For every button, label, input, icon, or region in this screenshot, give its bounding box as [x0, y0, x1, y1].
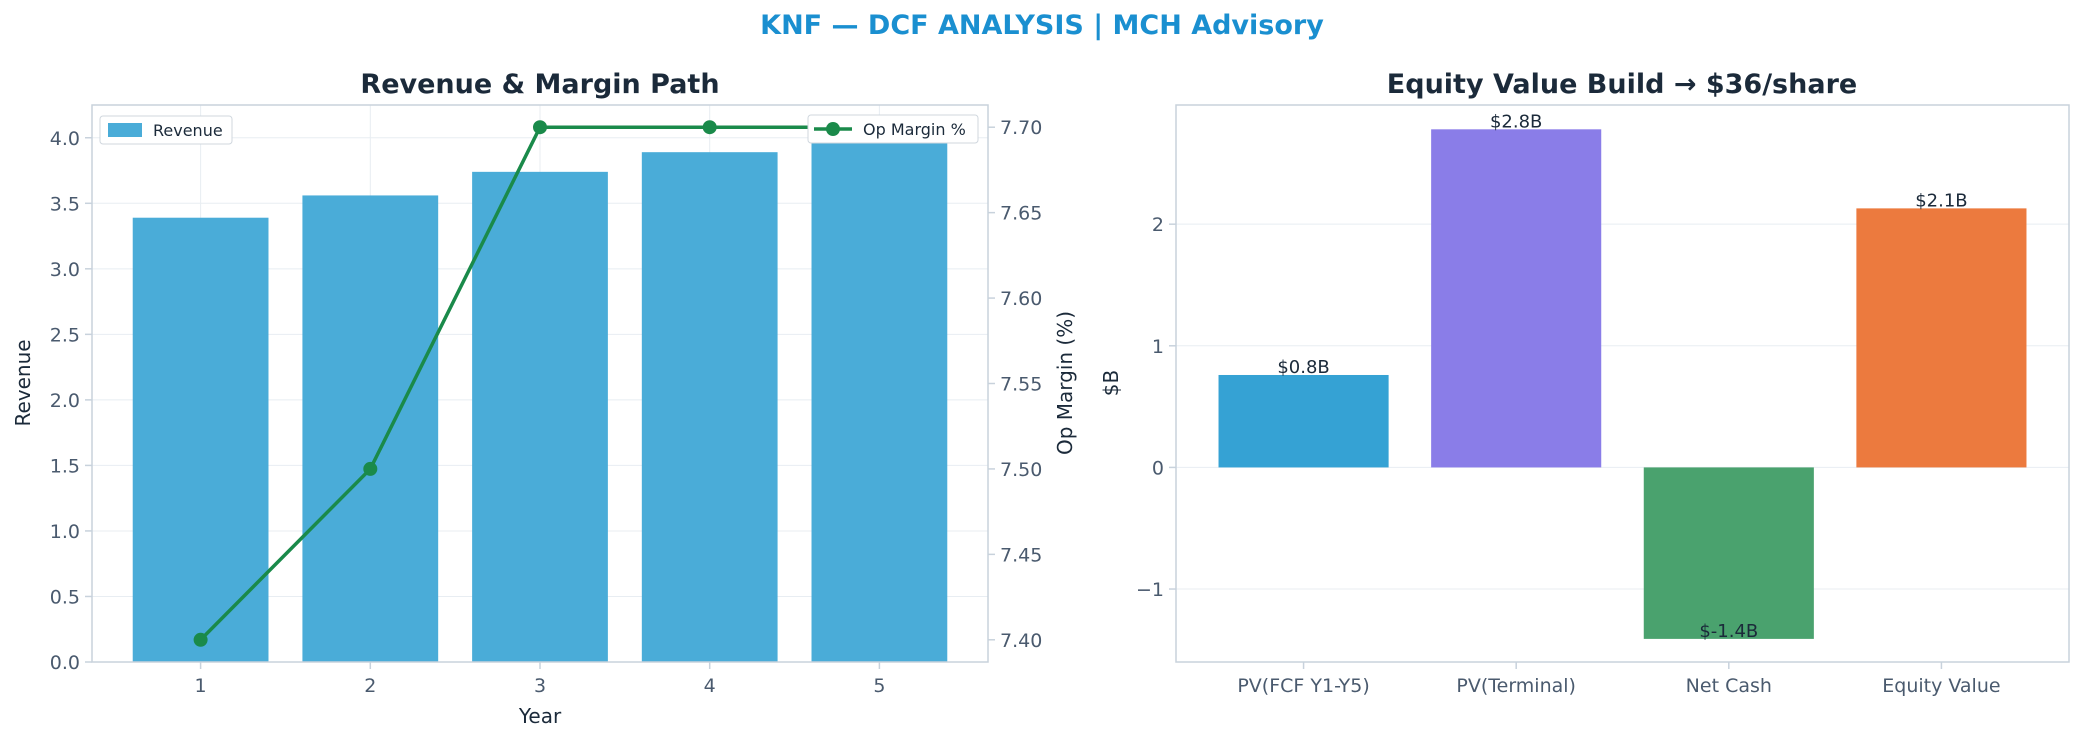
- revenue-y-tick-label: 0.0: [50, 652, 80, 674]
- revenue-y-tick-label: 0.5: [50, 586, 80, 608]
- equity-y-tick-label: −1: [1136, 579, 1164, 601]
- equity-bar-value-label: $0.8B: [1277, 357, 1329, 378]
- revenue-bar: [132, 217, 269, 663]
- margin-y-axis-label: Op Margin (%): [1053, 311, 1077, 455]
- margin-legend-marker: [826, 122, 840, 136]
- margin-legend: Op Margin %: [807, 114, 979, 144]
- revenue-y-axis-label: Revenue: [11, 339, 35, 426]
- revenue-y-tick-label: 2.0: [50, 390, 80, 412]
- revenue-y-tick-label: 2.5: [50, 324, 80, 346]
- equity-y-axis-label: $B: [1099, 370, 1123, 396]
- revenue-chart-title: Revenue & Margin Path: [360, 69, 719, 100]
- equity-x-tick-label: Equity Value: [1882, 675, 2000, 697]
- op-margin-point: [702, 120, 717, 135]
- equity-bar: [1856, 208, 2027, 468]
- equity-bar-value-label: $2.8B: [1490, 111, 1542, 132]
- revenue-y-tick-label: 3.0: [50, 259, 80, 281]
- revenue-bar: [811, 132, 948, 663]
- equity-x-tick-label: PV(FCF Y1-Y5): [1237, 675, 1369, 697]
- revenue-margin-chart: Revenue & Margin Path 0.0 0.5 1.0 1.5 2.0 2.5…: [11, 69, 1077, 728]
- margin-y-tick-label: 7.50: [1000, 459, 1042, 481]
- revenue-bar: [472, 171, 608, 662]
- equity-bar: [1431, 129, 1602, 468]
- margin-y-tick-label: 7.70: [1000, 117, 1042, 139]
- equity-plot-frame: [1175, 104, 2070, 663]
- equity-x-tick-label: PV(Terminal): [1456, 675, 1576, 697]
- equity-chart-title: Equity Value Build → $36/share: [1387, 69, 1857, 100]
- margin-y-tick-label: 7.60: [1000, 288, 1042, 310]
- margin-y-tick-label: 7.55: [1000, 374, 1042, 396]
- revenue-x-tick-label: 3: [534, 675, 546, 697]
- revenue-y-tick-label: 3.5: [50, 193, 80, 215]
- equity-x-tick-label: Net Cash: [1686, 675, 1772, 697]
- revenue-bar: [641, 152, 778, 662]
- equity-y-tick-label: 0: [1152, 457, 1164, 479]
- op-margin-point: [193, 632, 208, 647]
- revenue-x-tick-label: 2: [364, 675, 376, 697]
- revenue-legend: Revenue: [99, 115, 233, 145]
- equity-bar-value-label: $-1.4B: [1699, 621, 1758, 642]
- revenue-x-tick-label: 1: [195, 675, 207, 697]
- equity-bar: [1643, 467, 1814, 639]
- margin-y-tick-label: 7.40: [1000, 630, 1042, 652]
- revenue-legend-swatch: [108, 123, 142, 137]
- revenue-bar: [302, 195, 439, 662]
- equity-bar: [1218, 374, 1389, 468]
- margin-legend-label: Op Margin %: [863, 120, 966, 139]
- revenue-y-tick-label: 4.0: [50, 128, 80, 150]
- equity-y-tick-label: 1: [1152, 336, 1164, 358]
- margin-y-tick-label: 7.65: [1000, 203, 1042, 225]
- revenue-y-tick-label: 1.5: [50, 455, 80, 477]
- equity-build-chart: Equity Value Build → $36/share −1 0 1 2 PV(…: [1099, 69, 2070, 697]
- op-margin-point: [533, 120, 547, 135]
- equity-y-tick-label: 2: [1152, 214, 1164, 236]
- op-margin-point: [363, 461, 378, 476]
- figure-title: KNF — DCF ANALYSIS | MCH Advisory: [760, 10, 1324, 41]
- equity-bar-value-label: $2.1B: [1915, 190, 1967, 211]
- revenue-x-tick-label: 5: [873, 675, 885, 697]
- revenue-x-tick-label: 4: [704, 675, 716, 697]
- margin-y-tick-label: 7.45: [1000, 544, 1042, 566]
- revenue-x-axis-label: Year: [518, 704, 562, 728]
- revenue-y-tick-label: 1.0: [50, 521, 80, 543]
- revenue-legend-label: Revenue: [153, 121, 223, 140]
